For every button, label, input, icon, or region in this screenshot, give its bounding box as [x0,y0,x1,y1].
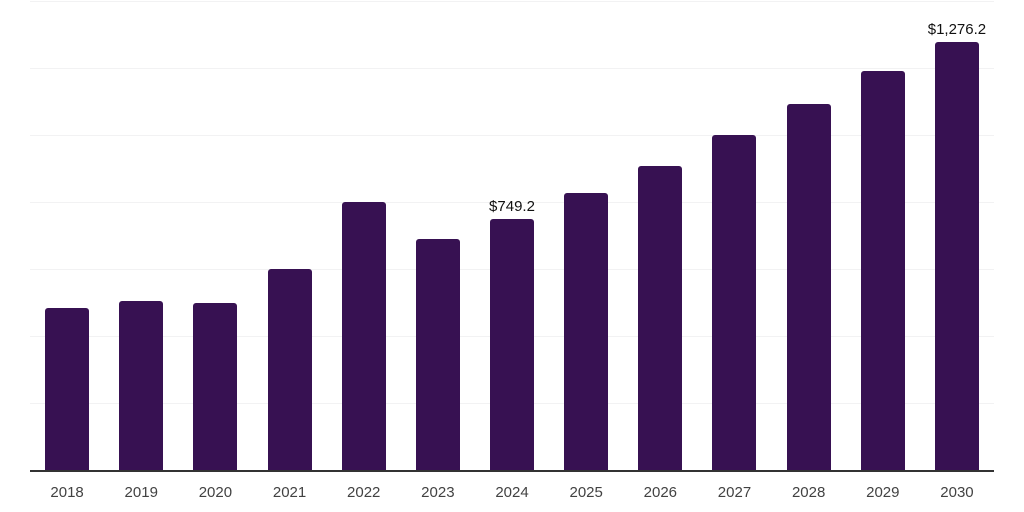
bar-2019 [119,300,164,470]
x-axis-labels: 2018 2019 2020 2021 2022 2023 2024 2025 2026 2027… [30,483,994,503]
bar-value-label-2030: $1,276.2 [927,21,987,39]
x-axis-label-2021: 2021 [272,484,307,501]
x-axis-label-2027: 2027 [717,484,752,501]
x-axis-label-2030: 2030 [940,484,974,501]
bar-2018 [45,308,90,470]
bar-2026 [638,165,683,470]
bar-2030 [934,42,979,470]
gridline [30,135,994,136]
gridline [30,1,994,2]
x-axis-label-2025: 2025 [569,484,603,501]
bar-2021 [267,269,312,470]
x-axis-label-2026: 2026 [643,484,678,501]
bar-2025 [564,193,609,470]
x-axis-label-2022: 2022 [347,484,381,501]
x-axis-label-2024: 2024 [495,484,529,501]
x-axis-label-2020: 2020 [198,484,233,501]
x-axis-label-2019: 2019 [124,484,158,501]
plot-area: $749.2 $1,276.2 [30,0,994,472]
x-axis-line [30,470,994,472]
bar-value-label-2024: $749.2 [489,198,535,216]
gridline [30,68,994,69]
bar-2029 [860,71,905,470]
x-axis-label-2029: 2029 [866,484,900,501]
bar-2028 [786,104,831,470]
bar-2020 [193,302,238,470]
gridline [30,202,994,203]
x-axis-label-2023: 2023 [421,484,455,501]
bar-2027 [712,135,757,470]
bar-2023 [415,238,460,470]
bar-2022 [341,202,386,470]
x-axis-label-2018: 2018 [50,484,84,501]
x-axis-label-2028: 2028 [791,484,826,501]
bar-2024 [490,219,534,470]
